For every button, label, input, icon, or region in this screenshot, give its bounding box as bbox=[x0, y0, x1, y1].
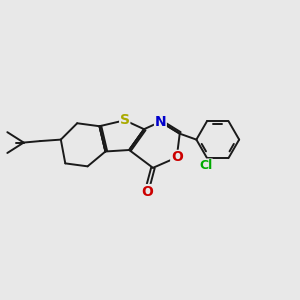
Text: Cl: Cl bbox=[199, 159, 212, 172]
Text: O: O bbox=[171, 150, 183, 164]
Text: O: O bbox=[141, 184, 153, 199]
Text: N: N bbox=[154, 115, 166, 129]
Text: S: S bbox=[120, 113, 130, 127]
